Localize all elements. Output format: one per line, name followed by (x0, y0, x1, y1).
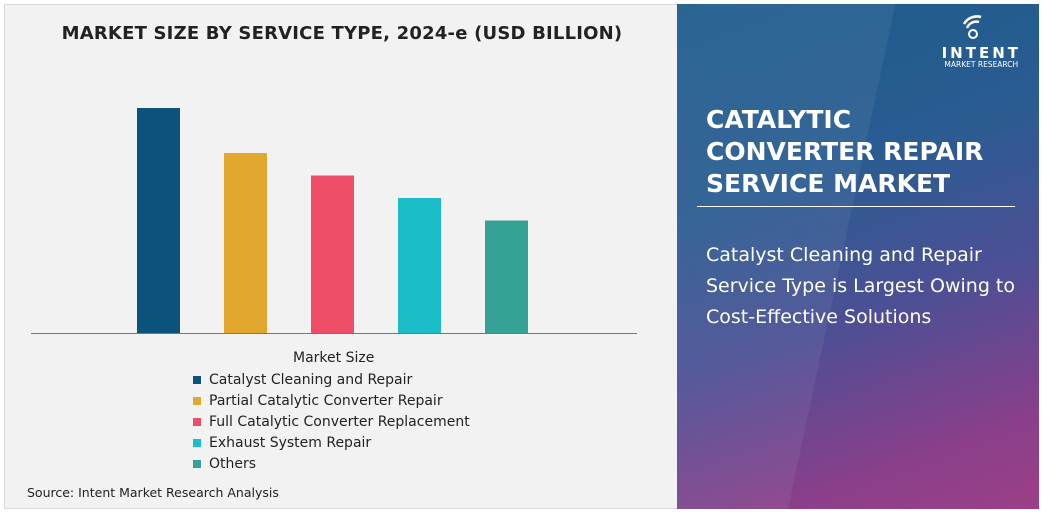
legend-swatch (193, 417, 201, 426)
legend-label: Full Catalytic Converter Replacement (209, 413, 470, 430)
bar-3 (311, 175, 354, 333)
divider (697, 206, 1015, 207)
market-title: CATALYTIC CONVERTER REPAIR SERVICE MARKE… (706, 104, 983, 200)
legend-swatch (193, 376, 201, 385)
bar-5 (485, 220, 528, 333)
legend-item: Exhaust System Repair (193, 432, 470, 453)
source-note: Source: Intent Market Research Analysis (27, 485, 279, 500)
market-title-line: SERVICE MARKET (706, 169, 951, 198)
info-panel: INTENT MARKET RESEARCH CATALYTIC CONVERT… (677, 4, 1039, 509)
legend-item: Catalyst Cleaning and Repair (193, 370, 470, 391)
chart-title: MARKET SIZE BY SERVICE TYPE, 2024-e (USD… (61, 23, 623, 44)
logo: INTENT MARKET RESEARCH (942, 14, 1021, 69)
legend-title: Market Size (293, 350, 375, 366)
legend-swatch (193, 459, 201, 468)
legend-label: Catalyst Cleaning and Repair (209, 372, 413, 389)
logo-name: INTENT (941, 44, 1021, 62)
legend-label: Partial Catalytic Converter Repair (209, 393, 443, 410)
market-description: Catalyst Cleaning and Repair Service Typ… (706, 244, 1015, 328)
legend-label: Exhaust System Repair (209, 434, 372, 451)
legend: Market Size Catalyst Cleaning and Repair… (193, 350, 470, 474)
legend-swatch (193, 438, 201, 447)
logo-subtitle: MARKET RESEARCH (944, 60, 1019, 69)
legend-swatch (193, 397, 201, 406)
legend-item: Full Catalytic Converter Replacement (193, 412, 470, 433)
bar-2 (224, 153, 267, 333)
chart-panel: MARKET SIZE BY SERVICE TYPE, 2024-e (USD… (4, 4, 678, 509)
legend-item: Others (193, 453, 470, 474)
bar-4 (398, 198, 441, 333)
bar-chart (31, 108, 637, 334)
legend-item: Partial Catalytic Converter Repair (193, 391, 470, 412)
signal-icon (963, 15, 982, 39)
bar-1 (137, 108, 180, 333)
market-title-line: CATALYTIC (706, 105, 852, 134)
legend-label: Others (209, 455, 257, 472)
market-title-line: CONVERTER REPAIR (706, 137, 984, 166)
